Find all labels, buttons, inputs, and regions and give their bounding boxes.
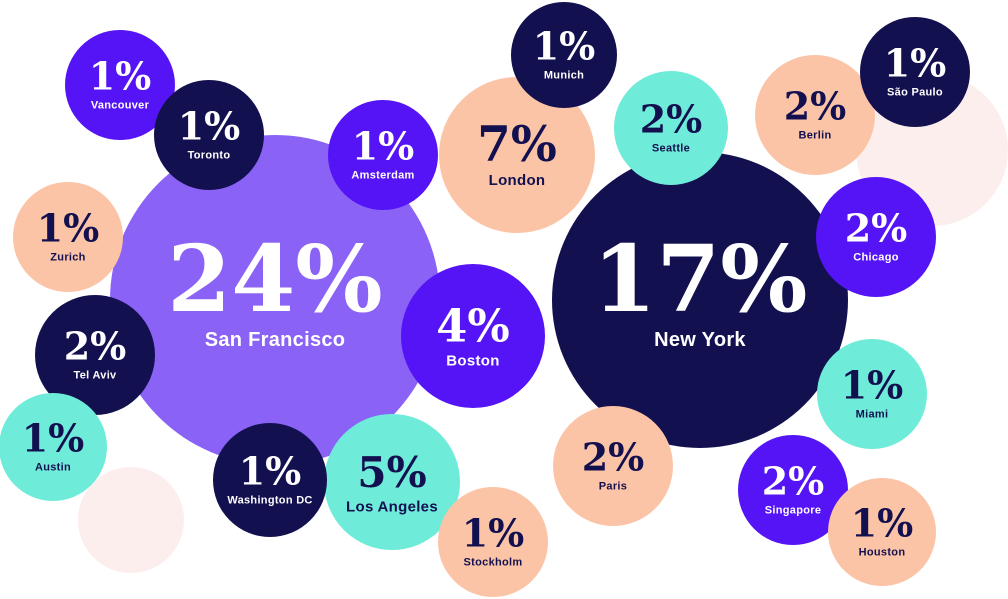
bubble-value-chicago: 2% xyxy=(845,206,908,251)
bubble-city-houston: Houston xyxy=(859,546,906,558)
bubble-city-new-york: New York xyxy=(654,329,746,351)
bubble-los-angeles: 5%Los Angeles xyxy=(324,414,460,550)
bubble-value-vancouver: 1% xyxy=(89,54,152,99)
bubble-circle-los-angeles xyxy=(324,414,460,550)
bubble-stockholm: 1%Stockholm xyxy=(438,487,548,597)
bubble-new-york: 17%New York xyxy=(552,152,848,448)
bubble-circle-berlin xyxy=(755,55,875,175)
bubble-value-munich: 1% xyxy=(533,24,596,69)
bubble-city-tel-aviv: Tel Aviv xyxy=(74,369,118,381)
bubble-circle-san-francisco xyxy=(110,135,440,465)
bubble-city-miami: Miami xyxy=(856,408,889,420)
bubble-city-boston: Boston xyxy=(446,353,499,370)
bubble-circle-zurich xyxy=(13,182,123,292)
bubble-city-munich: Munich xyxy=(544,69,584,81)
bubble-circle-tel-aviv xyxy=(35,295,155,415)
bubble-circle-new-york xyxy=(552,152,848,448)
bubble-munich: 1%Munich xyxy=(511,2,617,108)
bubble-value-new-york: 17% xyxy=(593,225,808,333)
bubble-tel-aviv: 2%Tel Aviv xyxy=(35,295,155,415)
bubble-value-los-angeles: 5% xyxy=(357,447,426,497)
bubble-value-austin: 1% xyxy=(22,416,85,461)
bubble-value-boston: 4% xyxy=(436,299,509,352)
bubble-austin: 1%Austin xyxy=(0,393,107,501)
bubble-value-amsterdam: 1% xyxy=(352,124,415,169)
bubble-city-seattle: Seattle xyxy=(652,142,690,154)
bubble-san-francisco: 24%San Francisco xyxy=(110,135,440,465)
bubble-value-seattle: 2% xyxy=(640,97,703,142)
bubble-toronto: 1%Toronto xyxy=(154,80,264,190)
bubble-city-washington-dc: Washington DC xyxy=(227,494,312,506)
bubble-city-stockholm: Stockholm xyxy=(464,556,523,568)
bubble-city-vancouver: Vancouver xyxy=(91,99,150,111)
bubble-city-berlin: Berlin xyxy=(799,129,832,141)
bubble-circle-austin xyxy=(0,393,107,501)
bubble-value-singapore: 2% xyxy=(762,459,825,504)
bubble-city-los-angeles: Los Angeles xyxy=(346,498,438,515)
bubble-city-sao-paulo: São Paulo xyxy=(887,86,943,98)
bubble-berlin: 2%Berlin xyxy=(755,55,875,175)
bubble-circle-munich xyxy=(511,2,617,108)
bubble-houston: 1%Houston xyxy=(828,478,936,586)
bubble-value-paris: 2% xyxy=(582,435,645,480)
bubble-value-washington-dc: 1% xyxy=(239,449,302,494)
bubble-circle-chicago xyxy=(816,177,936,297)
bubble-london: 7%London xyxy=(439,77,595,233)
bubble-paris: 2%Paris xyxy=(553,406,673,526)
bubble-vancouver: 1%Vancouver xyxy=(65,30,175,140)
bubble-singapore: 2%Singapore xyxy=(738,435,848,545)
bubble-chicago: 2%Chicago xyxy=(816,177,936,297)
bubble-circle-singapore xyxy=(738,435,848,545)
bubble-circle-sao-paulo xyxy=(860,17,970,127)
bubble-miami: 1%Miami xyxy=(817,339,927,449)
bubble-circle-vancouver xyxy=(65,30,175,140)
bubble-value-toronto: 1% xyxy=(178,104,241,149)
bubble-value-sao-paulo: 1% xyxy=(884,41,947,86)
decorative-circle xyxy=(78,467,184,573)
bubble-circle-paris xyxy=(553,406,673,526)
bubble-value-miami: 1% xyxy=(841,363,904,408)
bubble-value-houston: 1% xyxy=(851,501,914,546)
bubble-value-zurich: 1% xyxy=(37,206,100,251)
bubble-city-san-francisco: San Francisco xyxy=(205,329,346,351)
bubble-zurich: 1%Zurich xyxy=(13,182,123,292)
bubble-boston: 4%Boston xyxy=(401,264,545,408)
bubble-city-singapore: Singapore xyxy=(765,504,822,516)
bubble-city-zurich: Zurich xyxy=(50,251,85,263)
bubble-city-austin: Austin xyxy=(35,461,71,473)
bubble-washington-dc: 1%Washington DC xyxy=(213,423,327,537)
bubble-circle-stockholm xyxy=(438,487,548,597)
bubble-circle-houston xyxy=(828,478,936,586)
bubble-seattle: 2%Seattle xyxy=(614,71,728,185)
bubble-city-london: London xyxy=(489,172,546,189)
bubble-circle-washington-dc xyxy=(213,423,327,537)
bubble-value-london: 7% xyxy=(477,117,557,173)
bubble-amsterdam: 1%Amsterdam xyxy=(328,100,438,210)
bubble-sao-paulo: 1%São Paulo xyxy=(860,17,970,127)
bubble-value-stockholm: 1% xyxy=(462,511,525,556)
bubble-city-chicago: Chicago xyxy=(853,251,899,263)
bubble-city-amsterdam: Amsterdam xyxy=(351,169,414,181)
bubble-value-san-francisco: 24% xyxy=(167,225,382,333)
bubble-value-tel-aviv: 2% xyxy=(64,324,127,369)
bubble-value-berlin: 2% xyxy=(784,84,847,129)
bubble-circle-miami xyxy=(817,339,927,449)
bubble-circle-seattle xyxy=(614,71,728,185)
bubble-city-paris: Paris xyxy=(599,480,627,492)
bubble-circle-amsterdam xyxy=(328,100,438,210)
bubble-circle-toronto xyxy=(154,80,264,190)
bubble-circle-boston xyxy=(401,264,545,408)
bubble-city-toronto: Toronto xyxy=(188,149,231,161)
bubble-circle-london xyxy=(439,77,595,233)
